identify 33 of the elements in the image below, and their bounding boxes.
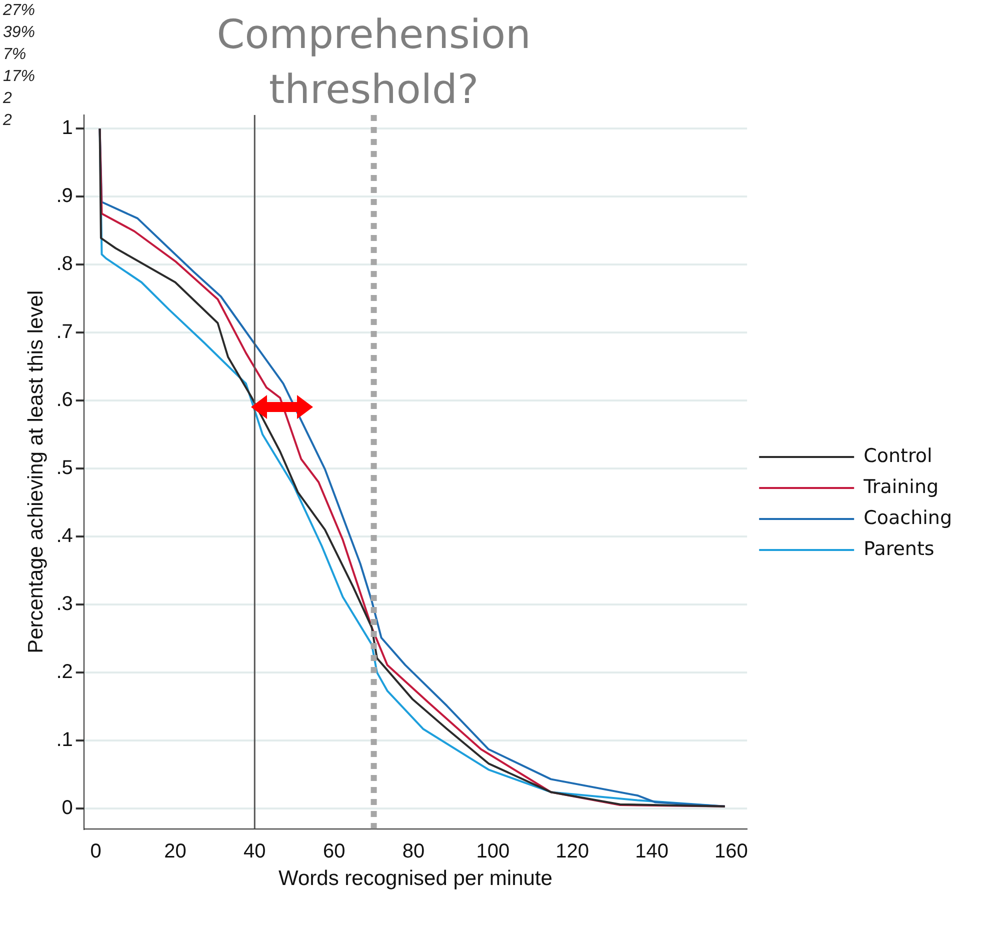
y-axis-title: Percentage achieving at least this level (24, 290, 48, 654)
legend-label: Parents (864, 538, 934, 560)
y-tick-label: .1 (56, 728, 73, 751)
x-tick-label: 80 (402, 840, 425, 862)
y-tick-label: .5 (56, 457, 73, 480)
x-tick-label: 0 (90, 840, 102, 862)
x-axis-title: Words recognised per minute (278, 867, 552, 890)
ref-line-label: Comprehension threshold? (216, 12, 531, 113)
x-tick-label: 40 (244, 840, 266, 862)
text: 2 (2, 89, 13, 109)
legend-label: Coaching (864, 506, 952, 529)
x-tick-label: 100 (476, 840, 510, 862)
y-tick-label: .6 (56, 389, 73, 412)
x-tick-label: 20 (164, 840, 186, 862)
x-tick-label: 120 (556, 840, 590, 862)
y-tick-label: .4 (56, 525, 73, 547)
text: 39% (2, 23, 36, 43)
x-tick-label: 60 (322, 840, 346, 862)
y-tick-label: 1 (62, 117, 73, 140)
y-tick-label: 0 (62, 796, 73, 819)
legend-label: Training (862, 476, 939, 498)
text: 27% (2, 1, 36, 21)
y-tick-label: .7 (56, 321, 73, 344)
x-tick-label: 160 (714, 840, 748, 862)
y-tick-label: .2 (56, 660, 73, 683)
legend-label: Control (864, 444, 932, 467)
text: 7% (2, 45, 28, 65)
y-tick-label: .8 (56, 253, 73, 276)
y-tick-label: .3 (56, 592, 73, 615)
text: 17% (2, 67, 36, 87)
x-tick-label: 140 (635, 840, 668, 862)
text: 2 (2, 111, 13, 131)
y-tick-label: .9 (56, 185, 73, 208)
